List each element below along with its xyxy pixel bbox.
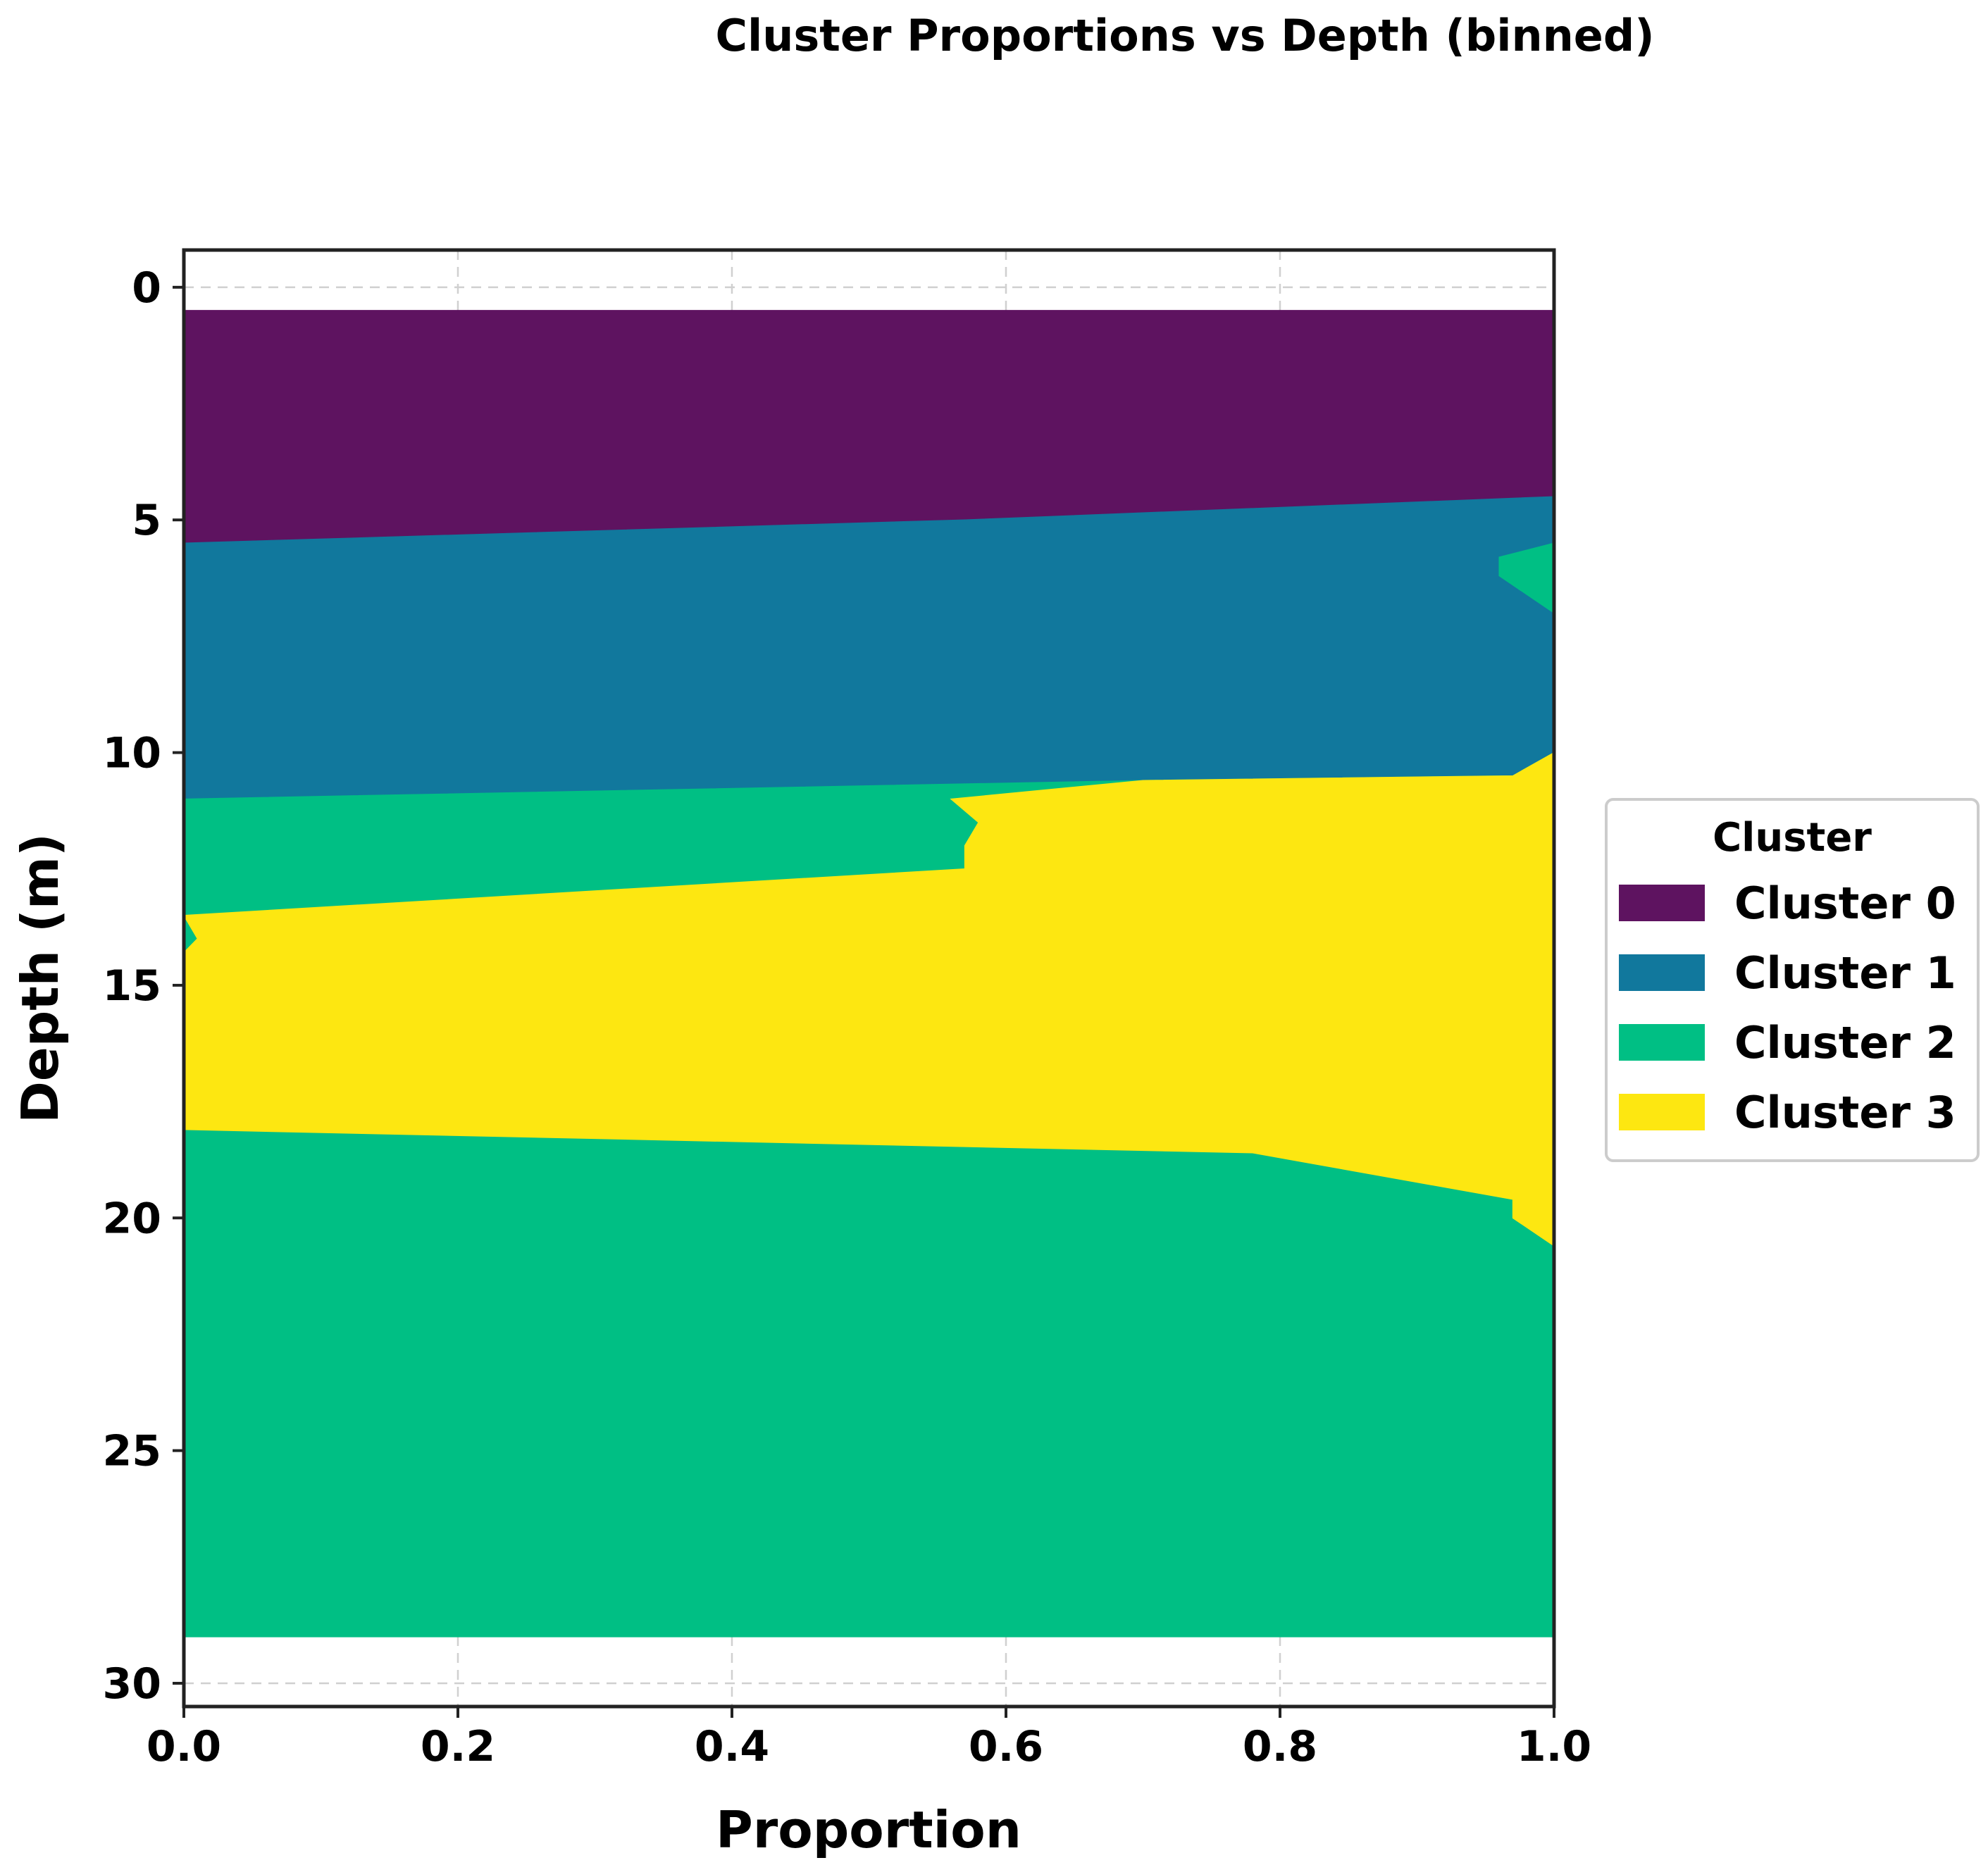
y-tick-label: 10	[103, 729, 162, 778]
y-tick-label: 20	[103, 1194, 162, 1243]
chart-title: Cluster Proportions vs Depth (binned)	[715, 10, 1654, 61]
legend-title: Cluster	[1713, 815, 1872, 861]
legend-swatch-cluster-3	[1619, 1094, 1705, 1130]
x-axis: 0.0 0.2 0.4 0.6 0.8 1.0	[147, 1707, 1591, 1771]
legend-label-cluster-3: Cluster 3	[1734, 1087, 1956, 1138]
y-axis-label: Depth (m)	[11, 833, 70, 1123]
y-tick-label: 0	[132, 263, 161, 313]
plot-frame	[182, 248, 1556, 1709]
x-tick-label: 0.8	[1243, 1722, 1317, 1771]
x-tick-label: 0.2	[421, 1722, 495, 1771]
y-axis: 0 5 10 15 20 25 30	[103, 263, 184, 1709]
legend-items: Cluster 0 Cluster 1 Cluster 2 Cluster 3	[1619, 878, 1956, 1138]
y-tick-label: 25	[103, 1427, 162, 1476]
legend-label-cluster-2: Cluster 2	[1734, 1017, 1956, 1068]
legend-swatch-cluster-0	[1619, 885, 1705, 921]
x-tick-label: 0.6	[969, 1722, 1043, 1771]
legend-label-cluster-0: Cluster 0	[1734, 878, 1956, 929]
x-axis-label: Proportion	[716, 1800, 1021, 1859]
legend-label-cluster-1: Cluster 1	[1734, 947, 1956, 999]
y-tick-label: 15	[103, 961, 162, 1011]
legend-swatch-cluster-2	[1619, 1024, 1705, 1061]
x-tick-label: 0.0	[147, 1722, 221, 1771]
x-tick-label: 0.4	[695, 1722, 769, 1771]
y-tick-label: 30	[103, 1659, 162, 1709]
y-tick-label: 5	[132, 496, 161, 545]
stacked-areas	[182, 310, 1555, 1638]
x-tick-label: 1.0	[1517, 1722, 1591, 1771]
legend-swatch-cluster-1	[1619, 954, 1705, 991]
